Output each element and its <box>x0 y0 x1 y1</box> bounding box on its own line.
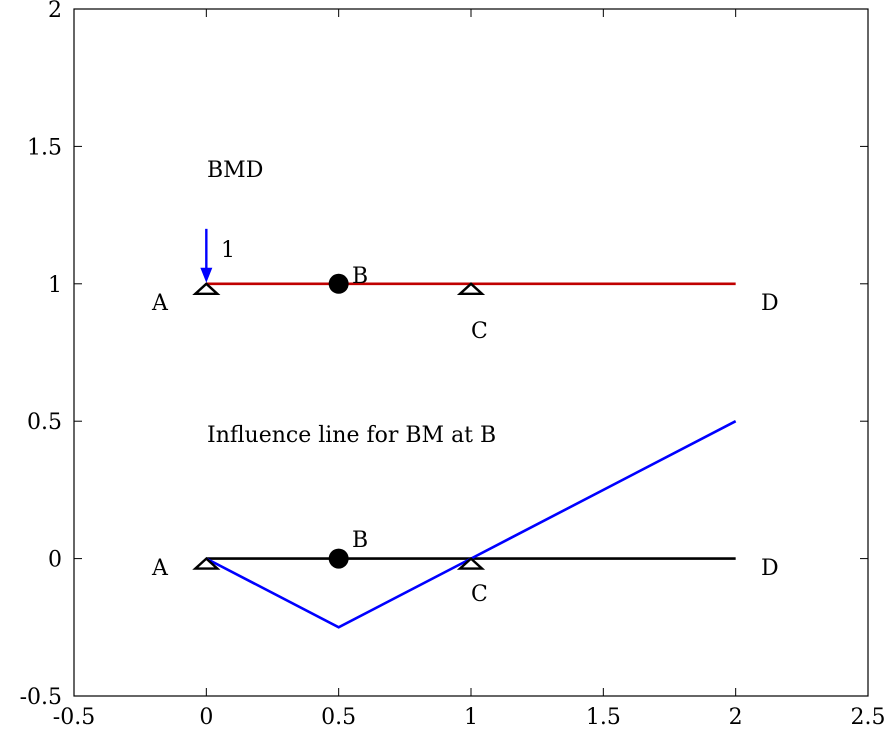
x-tick-labels: -0.5 0 0.5 1 1.5 2 2.5 <box>53 705 886 730</box>
hinge-marker <box>328 273 349 294</box>
top-label-c: C <box>471 319 488 344</box>
x-tick-label: 2.5 <box>851 705 886 730</box>
load-arrow-head <box>200 267 213 283</box>
y-tick-label: 1.5 <box>27 135 62 160</box>
top-label-d: D <box>761 291 779 316</box>
support-triangle <box>192 556 221 570</box>
bottom-label-c: C <box>471 582 488 607</box>
x-tick-label: 1 <box>464 705 478 730</box>
y-tick-label: 1 <box>48 273 62 298</box>
influence-line-title: Influence line for BM at B <box>207 423 496 448</box>
x-tick-label: 2 <box>729 705 743 730</box>
bottom-label-a: A <box>151 556 169 581</box>
diagram-marks <box>192 228 737 629</box>
x-tick-label: 0 <box>199 705 213 730</box>
support-triangle <box>192 282 221 295</box>
bottom-label-d: D <box>761 556 779 581</box>
y-tick-label: 0 <box>48 548 62 573</box>
support-triangle <box>456 282 486 295</box>
y-tick-label: 2 <box>48 0 62 23</box>
support-triangle <box>456 556 486 570</box>
influence-line <box>205 420 737 629</box>
y-tick-labels: -0.5 0 0.5 1 1.5 2 <box>20 0 62 710</box>
hinge-marker <box>328 548 349 569</box>
y-tick-label: -0.5 <box>20 685 62 710</box>
x-tick-label: -0.5 <box>53 705 95 730</box>
top-label-b: B <box>352 264 368 289</box>
x-tick-label: 0.5 <box>321 705 356 730</box>
x-tick-label: 1.5 <box>586 705 621 730</box>
y-tick-label: 0.5 <box>27 410 62 435</box>
bottom-label-b: B <box>352 528 368 553</box>
axis-ticks <box>73 8 869 697</box>
bmd-title: BMD <box>207 158 263 183</box>
top-label-a: A <box>151 291 169 316</box>
load-magnitude-label: 1 <box>221 238 235 263</box>
